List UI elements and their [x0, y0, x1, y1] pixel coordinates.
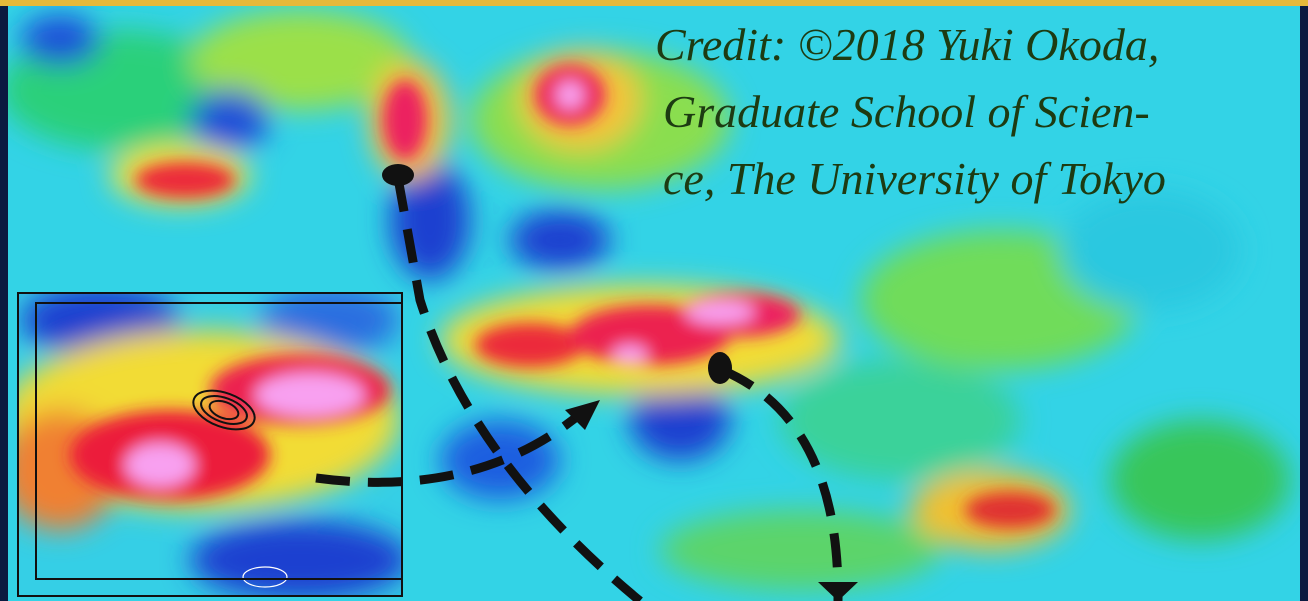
top-border [0, 0, 1308, 6]
credit-line: ce, The University of Tokyo [663, 153, 1166, 204]
arrow-heads [382, 164, 858, 601]
credit-line: Graduate School of Scien- [663, 86, 1150, 137]
inset-map [17, 292, 403, 597]
credit-line: Credit: ©2018 Yuki Okoda, [655, 19, 1159, 70]
map-background [8, 6, 1300, 601]
flow-arrows [315, 177, 843, 601]
credit-text: Credit: ©2018 Yuki Okoda, Graduate Schoo… [655, 19, 1166, 204]
